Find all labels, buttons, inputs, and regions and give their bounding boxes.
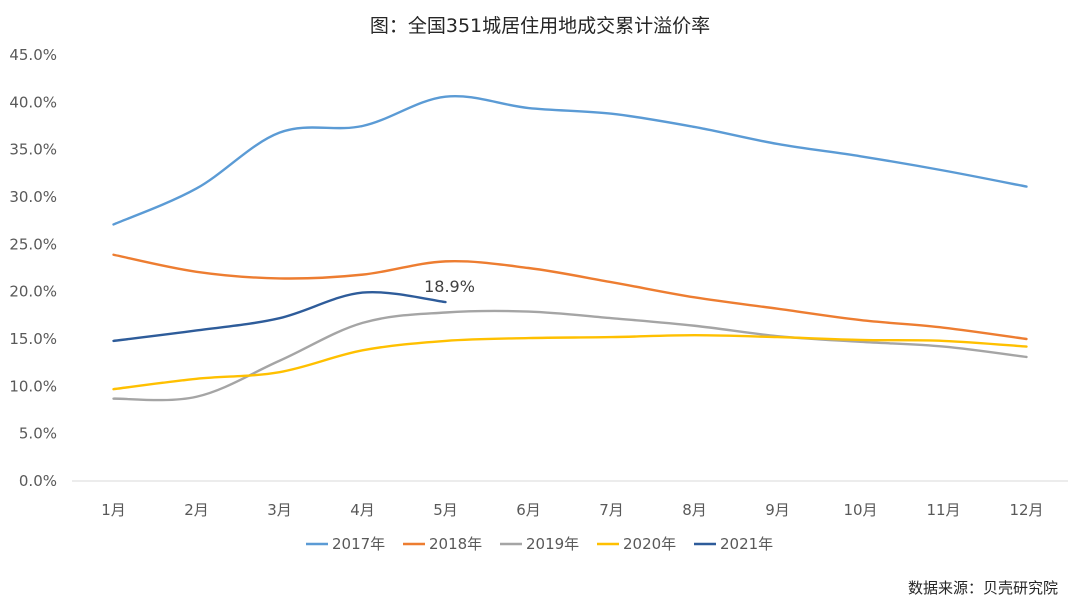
legend-label: 2017年: [332, 535, 385, 553]
legend-label: 2018年: [429, 535, 482, 553]
y-tick-label: 10.0%: [9, 377, 57, 395]
series-line-2018年: [112, 253, 1028, 341]
x-tick-label: 10月: [843, 501, 877, 519]
x-tick-label: 9月: [765, 501, 790, 519]
annotations: 18.9%: [424, 277, 475, 296]
legend-label: 2021年: [720, 535, 773, 553]
y-tick-label: 5.0%: [19, 425, 57, 443]
series-line-2020年: [112, 334, 1028, 391]
x-tick-label: 2月: [184, 501, 209, 519]
series-line-2021年: [112, 290, 447, 343]
x-tick-label: 7月: [599, 501, 624, 519]
x-tick-label: 1月: [101, 501, 126, 519]
y-tick-label: 35.0%: [9, 141, 57, 159]
series-lines: [112, 94, 1028, 402]
data-label: 18.9%: [424, 277, 475, 296]
series-line-2019年: [112, 309, 1028, 402]
x-tick-label: 3月: [267, 501, 292, 519]
y-tick-label: 25.0%: [9, 235, 57, 253]
x-tick-label: 8月: [682, 501, 707, 519]
series-line-2017年: [112, 94, 1028, 226]
legend-label: 2019年: [526, 535, 579, 553]
y-tick-label: 30.0%: [9, 188, 57, 206]
y-tick-label: 0.0%: [19, 472, 57, 490]
x-tick-label: 6月: [516, 501, 541, 519]
x-axis-ticks: 1月 2月 3月 4月 5月 6月 7月 8月 9月 10月 11月 12月: [101, 501, 1043, 519]
chart-title: 图：全国351城居住用地成交累计溢价率: [370, 15, 710, 37]
legend-label: 2020年: [623, 535, 676, 553]
x-tick-label: 12月: [1009, 501, 1043, 519]
y-tick-label: 15.0%: [9, 330, 57, 348]
x-tick-label: 4月: [350, 501, 375, 519]
y-tick-label: 45.0%: [9, 46, 57, 64]
y-axis-ticks: 0.0% 5.0% 10.0% 15.0% 20.0% 25.0% 30.0% 35.0% 40…: [9, 46, 57, 490]
x-tick-label: 11月: [926, 501, 960, 519]
legend: 2017年 2018年 2019年 2020年 2021年: [306, 535, 773, 553]
y-tick-label: 40.0%: [9, 93, 57, 111]
source-note: 数据来源：贝壳研究院: [908, 579, 1058, 597]
y-tick-label: 20.0%: [9, 283, 57, 301]
x-tick-label: 5月: [433, 501, 458, 519]
